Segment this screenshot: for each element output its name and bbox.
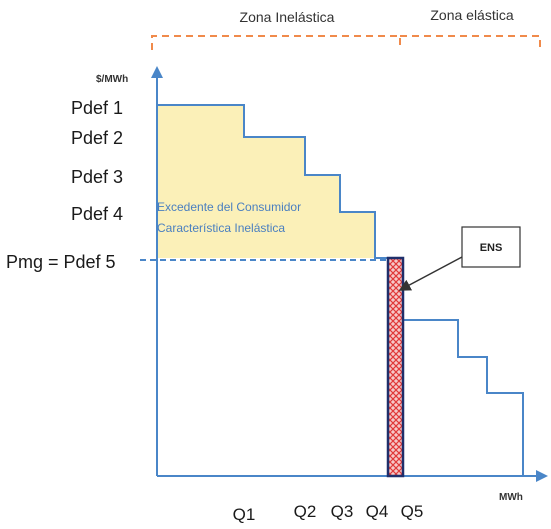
x-axis-unit: MWh	[499, 492, 523, 503]
y-axis-arrow-icon	[151, 66, 163, 78]
quantity-label-q3: Q3	[331, 502, 354, 521]
ens-callout-arrow	[398, 256, 463, 291]
zone-brackets	[151, 35, 541, 50]
price-label-pdef-4: Pdef 4	[71, 204, 123, 224]
quantity-label-q1: Q1	[233, 505, 256, 524]
ens-callout-box	[461, 226, 521, 268]
ens-callout-label: ENS	[480, 242, 503, 254]
inelastic-characteristic-label: Característica Inelástica	[157, 221, 285, 235]
elastic-zone-bracket	[400, 35, 541, 50]
quantity-label-q4: Q4	[366, 502, 389, 521]
y-axis-unit: $/MWh	[96, 74, 128, 85]
quantity-label-q2: Q2	[294, 502, 317, 521]
price-label-pdef-2: Pdef 2	[71, 128, 123, 148]
demand-step-curve	[157, 104, 524, 476]
ens-bar	[386, 256, 405, 478]
consumer-surplus-area	[157, 105, 375, 258]
quantity-label-q5: Q5	[401, 502, 424, 521]
surplus-label: Excedente del Consumidor	[157, 200, 301, 214]
elastic-zone-label: Zona elástica	[430, 7, 513, 23]
x-axis-arrow-icon	[536, 470, 548, 482]
price-label-pdef-3: Pdef 3	[71, 167, 123, 187]
price-label-pdef-1: Pdef 1	[71, 98, 123, 118]
inelastic-zone-label: Zona Inelástica	[240, 9, 335, 25]
inelastic-zone-bracket	[151, 35, 401, 50]
axes	[151, 66, 548, 482]
price-label-pmg-pdef-5: Pmg = Pdef 5	[6, 252, 116, 272]
